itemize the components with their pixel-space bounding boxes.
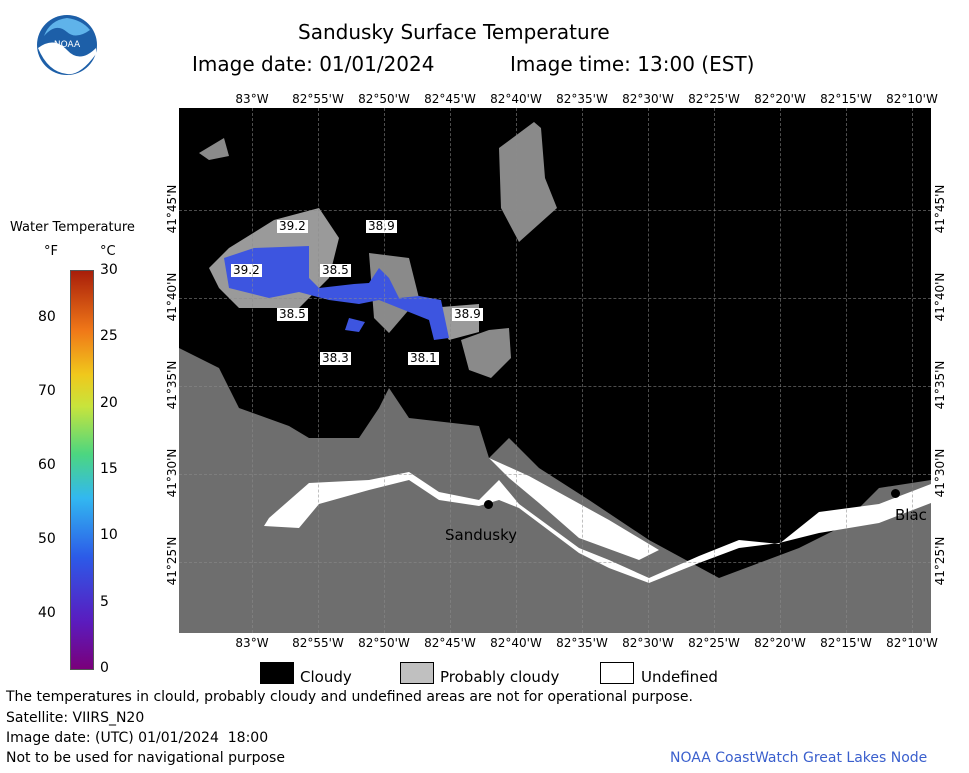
city-dot-blac (891, 489, 900, 498)
lon-tick-bottom: 82°55'W (292, 636, 344, 650)
lat-tick-left: 41°45'N (165, 184, 179, 234)
temp-label: 39.2 (231, 263, 262, 277)
lat-tick-right: 41°25'N (933, 536, 947, 586)
colorbar-tick-c: 30 (100, 262, 118, 278)
navigation-warning: Not to be used for navigational purpose (6, 750, 285, 766)
temp-label: 38.5 (320, 263, 351, 277)
colorbar-tick-f: 60 (38, 457, 56, 473)
colorbar-tick-c: 15 (100, 461, 118, 477)
city-label-sandusky: Sandusky (445, 526, 518, 544)
colorbar-title: Water Temperature (10, 220, 135, 235)
grid-line-lon (384, 108, 385, 633)
colorbar-tick-c: 10 (100, 527, 118, 544)
temp-label: 38.9 (366, 219, 397, 233)
legend-swatch-undefined (600, 662, 634, 684)
grid-line-lon (450, 108, 451, 633)
map (179, 108, 931, 633)
colorbar-unit-c: °C (100, 244, 116, 259)
lat-tick-right: 41°35'N (933, 360, 947, 410)
grid-line-lat (179, 386, 931, 387)
grid-line-lat (179, 562, 931, 563)
grid-line-lon (516, 108, 517, 633)
city-dot-sandusky (484, 500, 493, 509)
grid-line-lat (179, 210, 931, 211)
svg-text:NOAA: NOAA (54, 40, 81, 50)
lon-tick-bottom: 82°45'W (424, 636, 476, 650)
grid-line-lon (318, 108, 319, 633)
grid-line-lon (780, 108, 781, 633)
utc-date-text: Image date: (UTC) 01/01/2024 18:00 (6, 730, 269, 746)
legend-swatch-cloudy (260, 662, 294, 684)
grid-line-lat (179, 474, 931, 475)
lat-tick-left: 41°40'N (165, 272, 179, 322)
grid-line-lat (179, 298, 931, 299)
lon-tick-top: 82°40'W (490, 92, 542, 106)
lon-tick-top: 82°45'W (424, 92, 476, 106)
noaa-logo: NOAA (36, 14, 98, 76)
colorbar-tick-f: 70 (38, 383, 56, 399)
lat-tick-left: 41°35'N (165, 360, 179, 410)
legend-swatch-probably-cloudy (400, 662, 434, 684)
image-time: Image time: 13:00 (EST) (510, 52, 755, 76)
colorbar-tick-f: 50 (38, 531, 56, 547)
image-date: Image date: 01/01/2024 (192, 52, 435, 76)
grid-line-lon (912, 108, 913, 633)
lat-tick-right: 41°40'N (933, 272, 947, 322)
lon-tick-top: 82°25'W (688, 92, 740, 106)
lon-tick-top: 83°W (235, 92, 269, 106)
colorbar-tick-c: 25 (100, 328, 118, 345)
lon-tick-bottom: 82°15'W (820, 636, 872, 650)
colorbar-tick-c: 5 (100, 593, 109, 610)
lon-tick-bottom: 82°35'W (556, 636, 608, 650)
temp-label: 38.1 (408, 351, 439, 365)
lon-tick-bottom: 83°W (235, 636, 269, 650)
lon-tick-top: 82°20'W (754, 92, 806, 106)
colorbar-tick-c: 20 (100, 394, 118, 411)
grid-line-lon (846, 108, 847, 633)
satellite-text: Satellite: VIIRS_N20 (6, 710, 145, 726)
lon-tick-bottom: 82°20'W (754, 636, 806, 650)
lon-tick-top: 82°55'W (292, 92, 344, 106)
grid-line-lon (648, 108, 649, 633)
colorbar-tick-c: 0 (100, 660, 109, 676)
lon-tick-top: 82°35'W (556, 92, 608, 106)
grid-line-lon (252, 108, 253, 633)
lon-tick-top: 82°10'W (886, 92, 938, 106)
lat-tick-right: 41°45'N (933, 184, 947, 234)
colorbar-tick-f: 40 (38, 605, 56, 621)
lon-tick-bottom: 82°25'W (688, 636, 740, 650)
temp-label: 39.2 (277, 219, 308, 233)
lon-tick-top: 82°50'W (358, 92, 410, 106)
temp-label: 38.9 (452, 307, 483, 321)
map-title: Sandusky Surface Temperature (298, 20, 610, 44)
lon-tick-bottom: 82°10'W (886, 636, 938, 650)
lon-tick-bottom: 82°50'W (358, 636, 410, 650)
grid-line-lon (714, 108, 715, 633)
lon-tick-bottom: 82°30'W (622, 636, 674, 650)
city-label-blac: Blac (895, 506, 927, 524)
disclaimer-text: The temperatures in clould, probably clo… (6, 689, 693, 705)
grid-line-lon (582, 108, 583, 633)
temp-label: 38.5 (277, 307, 308, 321)
lon-tick-top: 82°15'W (820, 92, 872, 106)
lat-tick-right: 41°30'N (933, 448, 947, 498)
lat-tick-left: 41°30'N (165, 448, 179, 498)
legend-label-probably-cloudy: Probably cloudy (440, 668, 560, 686)
credit-link[interactable]: NOAA CoastWatch Great Lakes Node (670, 750, 928, 766)
colorbar (70, 270, 94, 670)
colorbar-unit-f: °F (44, 244, 58, 259)
lon-tick-top: 82°30'W (622, 92, 674, 106)
lat-tick-left: 41°25'N (165, 536, 179, 586)
lon-tick-bottom: 82°40'W (490, 636, 542, 650)
legend-label-cloudy: Cloudy (300, 668, 352, 686)
noaa-logo-icon: NOAA (37, 15, 97, 75)
legend-label-undefined: Undefined (641, 668, 718, 686)
temp-label: 38.3 (320, 351, 351, 365)
colorbar-tick-f: 80 (38, 309, 56, 325)
